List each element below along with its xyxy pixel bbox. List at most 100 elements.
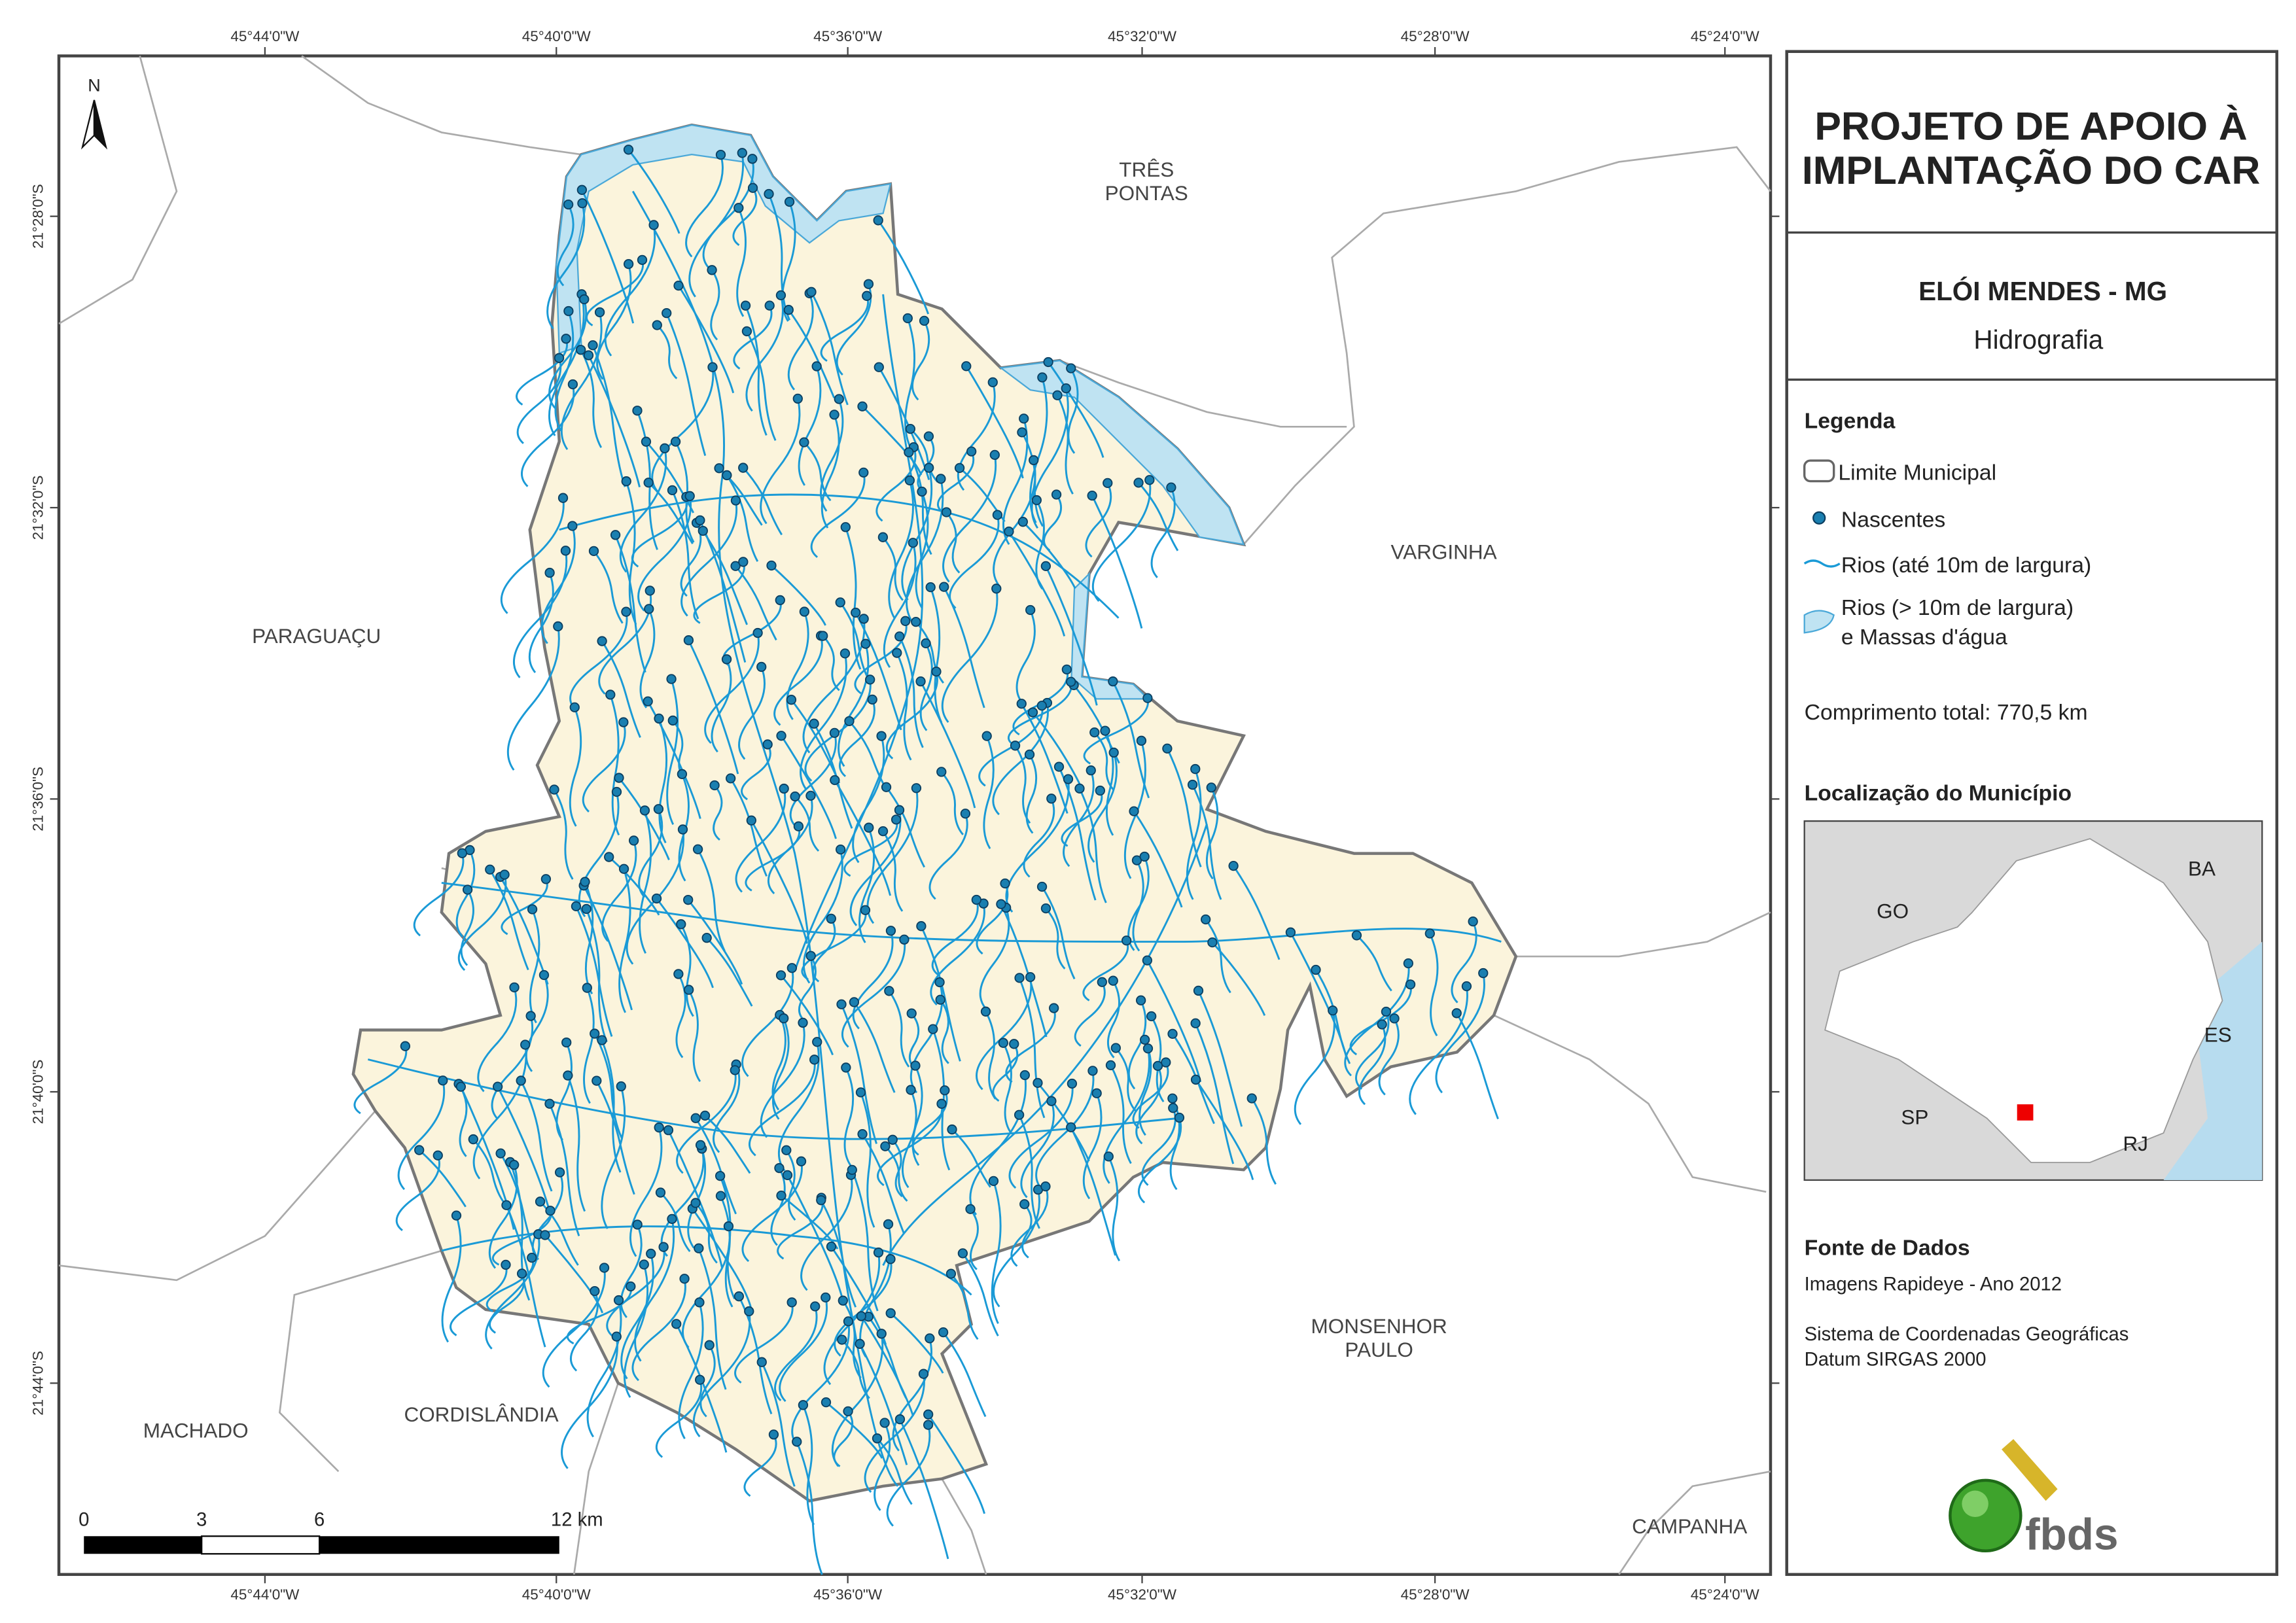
tributary bbox=[614, 534, 646, 673]
spring bbox=[862, 290, 872, 301]
spring bbox=[992, 510, 1003, 520]
spring bbox=[747, 183, 758, 193]
spring bbox=[1086, 765, 1096, 776]
tributary bbox=[768, 193, 790, 321]
tributary bbox=[580, 349, 603, 448]
spring bbox=[737, 148, 747, 158]
spring bbox=[1027, 707, 1038, 718]
spring bbox=[457, 848, 467, 858]
spring bbox=[902, 313, 913, 324]
spring bbox=[945, 1268, 957, 1279]
tributary bbox=[1047, 361, 1104, 458]
spring bbox=[1053, 761, 1065, 772]
spring bbox=[805, 951, 816, 961]
spring bbox=[816, 1195, 826, 1206]
tributary bbox=[785, 1149, 796, 1221]
tributary bbox=[694, 1202, 718, 1264]
springs bbox=[400, 145, 1489, 1447]
spring bbox=[707, 362, 718, 372]
tributary bbox=[810, 291, 849, 406]
spring bbox=[1014, 973, 1025, 983]
spring bbox=[670, 436, 681, 447]
tributary bbox=[1211, 941, 1266, 1016]
spring bbox=[730, 561, 741, 571]
spring bbox=[733, 1291, 745, 1302]
tributary bbox=[841, 1339, 870, 1399]
spring bbox=[1019, 413, 1029, 424]
spring bbox=[830, 775, 840, 786]
latitude-label: 21°40'0"S bbox=[29, 1060, 46, 1125]
tributary bbox=[745, 826, 801, 892]
spring bbox=[826, 913, 836, 924]
tributary bbox=[840, 1003, 877, 1144]
tributary bbox=[472, 1138, 505, 1204]
neighbor-name: PAULO bbox=[1345, 1338, 1413, 1361]
tributary bbox=[655, 1379, 703, 1458]
spring bbox=[1103, 1151, 1114, 1162]
tributary bbox=[460, 889, 474, 966]
spring bbox=[1040, 903, 1051, 914]
tributary bbox=[1356, 934, 1392, 992]
spring bbox=[654, 713, 664, 724]
tributary bbox=[882, 536, 904, 601]
tributary bbox=[710, 270, 720, 341]
spring bbox=[904, 447, 914, 457]
tributary bbox=[742, 467, 783, 536]
tributary bbox=[978, 705, 1044, 787]
tributary bbox=[877, 1104, 944, 1187]
spring bbox=[987, 377, 998, 388]
spring bbox=[1049, 1003, 1059, 1013]
tributary bbox=[801, 909, 867, 981]
tributary bbox=[692, 1311, 751, 1438]
spring bbox=[679, 1274, 690, 1284]
spring bbox=[900, 616, 911, 626]
tributary bbox=[556, 203, 574, 287]
tributary bbox=[569, 707, 582, 827]
river bbox=[368, 1058, 1178, 1140]
tributary bbox=[1104, 730, 1114, 836]
tributary bbox=[1137, 481, 1179, 551]
tributary bbox=[885, 671, 938, 759]
spring bbox=[881, 782, 892, 792]
tributary bbox=[929, 587, 943, 723]
tributary bbox=[965, 365, 1024, 479]
spring bbox=[841, 1062, 851, 1073]
spring bbox=[894, 631, 905, 642]
spring bbox=[873, 1248, 884, 1258]
tributary bbox=[979, 907, 1010, 1010]
spring bbox=[998, 1038, 1008, 1048]
tributary bbox=[678, 1302, 704, 1439]
tributary bbox=[1035, 1070, 1095, 1191]
tributary bbox=[736, 207, 747, 317]
spring bbox=[554, 1167, 565, 1178]
spring bbox=[796, 1156, 807, 1166]
spring bbox=[722, 470, 732, 481]
spring bbox=[621, 606, 631, 617]
tributary bbox=[855, 612, 902, 731]
tributary bbox=[1070, 1126, 1116, 1256]
spring bbox=[690, 1113, 701, 1123]
spring bbox=[783, 305, 794, 315]
tributary bbox=[942, 1331, 987, 1418]
map-frame: N bbox=[57, 54, 1773, 1577]
spring bbox=[784, 196, 795, 207]
tributary bbox=[888, 990, 910, 1068]
spring bbox=[887, 1134, 898, 1145]
tributary bbox=[911, 1065, 923, 1166]
tributary bbox=[1005, 1007, 1056, 1083]
tributary bbox=[634, 1219, 675, 1362]
spring bbox=[1108, 676, 1118, 687]
spring bbox=[764, 300, 775, 311]
tributary bbox=[800, 1174, 853, 1291]
tributary bbox=[798, 955, 817, 1022]
theme: Hidrografia bbox=[1973, 324, 2103, 355]
spring bbox=[857, 1128, 868, 1140]
spring bbox=[1025, 604, 1036, 616]
spring bbox=[1174, 1112, 1185, 1123]
spring bbox=[836, 999, 847, 1009]
water-body bbox=[556, 124, 892, 355]
title: PROJETO DE APOIO À bbox=[1814, 104, 2247, 148]
spring bbox=[1142, 693, 1153, 703]
tributary bbox=[1020, 1100, 1055, 1198]
title: IMPLANTAÇÃO DO CAR bbox=[1802, 148, 2260, 192]
